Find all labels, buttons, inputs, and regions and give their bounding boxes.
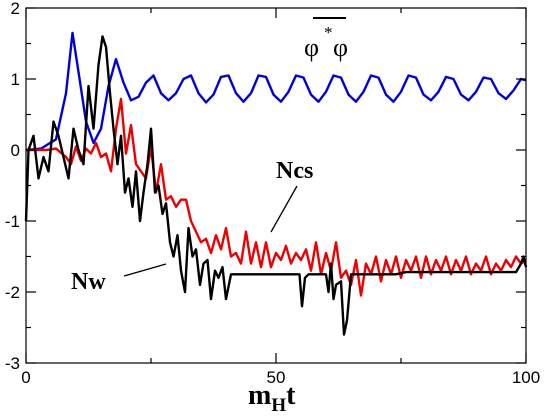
y-tick-label: 0 <box>11 141 20 160</box>
series-line-phi <box>25 31 527 152</box>
series-line-nw <box>24 35 528 336</box>
x-axis-label: mHt <box>248 380 296 416</box>
y-tick-label: 1 <box>11 70 20 89</box>
x-axis-label-main: m <box>248 380 271 411</box>
x-axis-label-tail: t <box>286 380 296 411</box>
tick-layer: -3 -2 -1 0 1 2 0 50 100 <box>5 0 540 387</box>
y-tick-label: 2 <box>11 0 20 18</box>
x-tick-label: 100 <box>512 368 540 387</box>
series-line-ncs <box>26 97 527 297</box>
x-tick-label: 0 <box>21 368 30 387</box>
y-tick-label: -2 <box>5 283 20 302</box>
phi-right-symbol: φ <box>333 33 348 62</box>
ncs-label: Ncs <box>276 158 313 184</box>
nw-label: Nw <box>71 269 106 295</box>
phi-star-symbol: * <box>324 23 333 42</box>
nw-pointer <box>123 263 167 277</box>
series-layer <box>24 31 528 336</box>
y-tick-label: -1 <box>5 212 20 231</box>
x-tick-label: 50 <box>267 368 286 387</box>
x-axis-label-subscript: H <box>271 395 286 416</box>
phi-star-phi-annotation: φ * φ <box>304 17 348 62</box>
y-tick-label: -3 <box>5 354 20 373</box>
phi-left-symbol: φ <box>304 33 319 62</box>
plot-frame <box>25 7 527 364</box>
ncs-pointer <box>270 185 298 233</box>
